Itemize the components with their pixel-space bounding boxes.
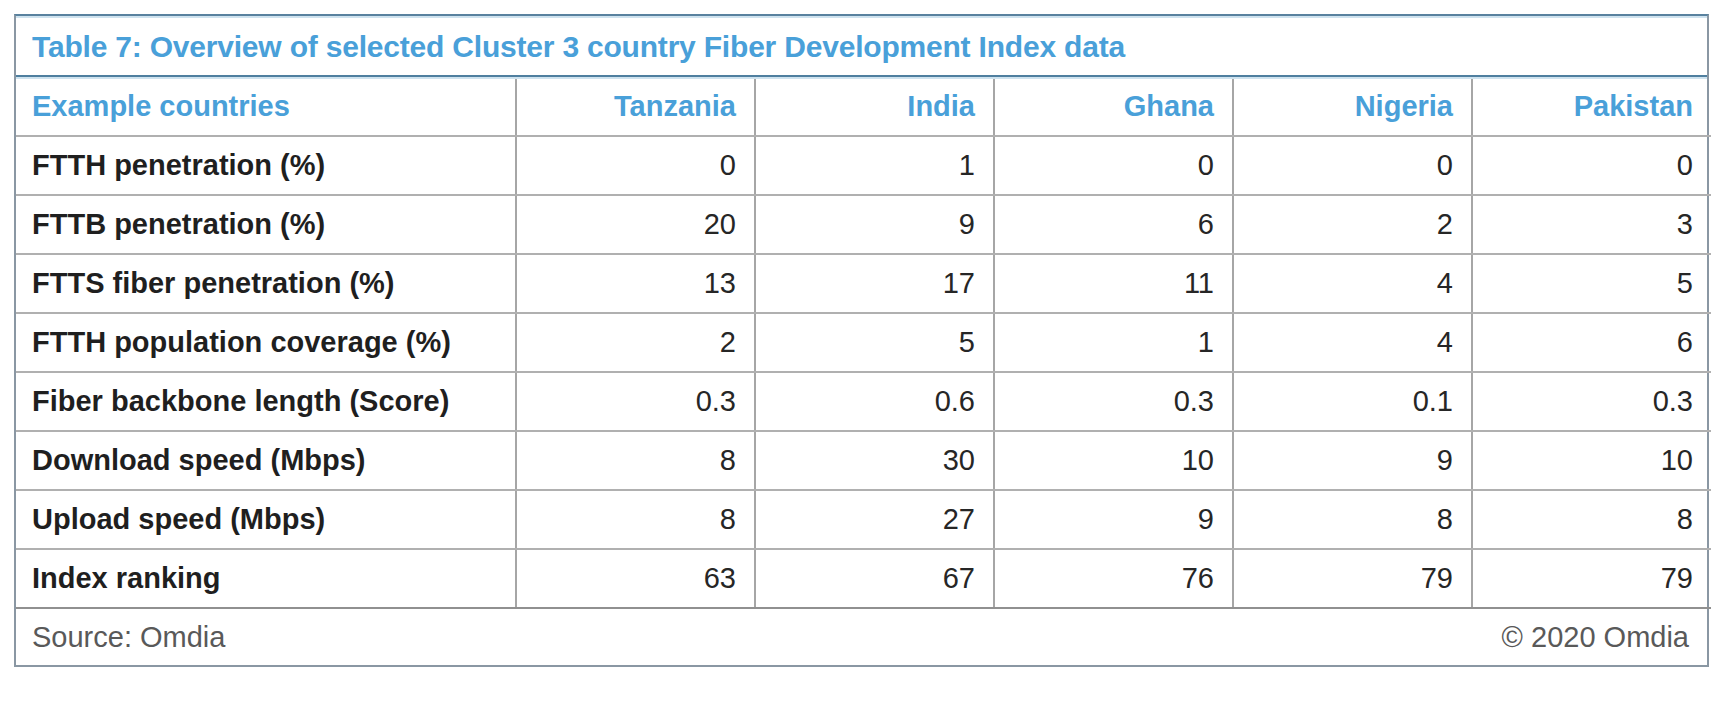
metric-value-cell: 79 xyxy=(1233,549,1472,608)
page: Table 7: Overview of selected Cluster 3 … xyxy=(0,0,1723,667)
metric-value-cell: 63 xyxy=(516,549,755,608)
metric-value-cell: 0 xyxy=(1233,136,1472,195)
metric-value-cell: 8 xyxy=(1233,490,1472,549)
metric-value-cell: 6 xyxy=(994,195,1233,254)
country-column-header: Nigeria xyxy=(1233,77,1472,136)
metric-value-cell: 5 xyxy=(1472,254,1711,313)
metric-value-cell: 0.3 xyxy=(994,372,1233,431)
fiber-index-table: Table 7: Overview of selected Cluster 3 … xyxy=(14,14,1709,667)
source-note: Source: Omdia xyxy=(32,621,225,654)
metric-label: FTTH penetration (%) xyxy=(16,136,516,195)
column-header-row: Example countriesTanzaniaIndiaGhanaNiger… xyxy=(16,77,1711,136)
metric-label: FTTS fiber penetration (%) xyxy=(16,254,516,313)
copyright-note: © 2020 Omdia xyxy=(1502,621,1689,654)
metric-label: FTTB penetration (%) xyxy=(16,195,516,254)
metric-value-cell: 8 xyxy=(1472,490,1711,549)
metric-value-cell: 13 xyxy=(516,254,755,313)
metric-value-cell: 0 xyxy=(1472,136,1711,195)
country-column-header: Pakistan xyxy=(1472,77,1711,136)
country-column-header: India xyxy=(755,77,994,136)
metric-value-cell: 0 xyxy=(516,136,755,195)
metric-value-cell: 0.6 xyxy=(755,372,994,431)
country-column-header: Tanzania xyxy=(516,77,755,136)
metric-value-cell: 0 xyxy=(994,136,1233,195)
table-row: Download speed (Mbps)83010910 xyxy=(16,431,1711,490)
metric-value-cell: 11 xyxy=(994,254,1233,313)
table-row: Fiber backbone length (Score)0.30.60.30.… xyxy=(16,372,1711,431)
metric-label: Fiber backbone length (Score) xyxy=(16,372,516,431)
metric-value-cell: 8 xyxy=(516,431,755,490)
metric-value-cell: 2 xyxy=(516,313,755,372)
table-title: Table 7: Overview of selected Cluster 3 … xyxy=(32,30,1125,64)
metric-value-cell: 30 xyxy=(755,431,994,490)
table-footer: Source: Omdia © 2020 Omdia xyxy=(16,609,1707,665)
table-row: FTTH population coverage (%)25146 xyxy=(16,313,1711,372)
metric-value-cell: 0.3 xyxy=(1472,372,1711,431)
table-body: FTTH penetration (%)01000FTTB penetratio… xyxy=(16,136,1711,608)
metric-label: FTTH population coverage (%) xyxy=(16,313,516,372)
metric-label: Index ranking xyxy=(16,549,516,608)
metric-value-cell: 0.1 xyxy=(1233,372,1472,431)
metric-value-cell: 2 xyxy=(1233,195,1472,254)
metric-value-cell: 0.3 xyxy=(516,372,755,431)
metric-value-cell: 76 xyxy=(994,549,1233,608)
metric-value-cell: 6 xyxy=(1472,313,1711,372)
metric-value-cell: 79 xyxy=(1472,549,1711,608)
metric-value-cell: 27 xyxy=(755,490,994,549)
metric-value-cell: 17 xyxy=(755,254,994,313)
metric-value-cell: 20 xyxy=(516,195,755,254)
metric-label: Download speed (Mbps) xyxy=(16,431,516,490)
metric-value-cell: 9 xyxy=(994,490,1233,549)
row-header-column-label: Example countries xyxy=(16,77,516,136)
table-row: FTTS fiber penetration (%)13171145 xyxy=(16,254,1711,313)
metric-value-cell: 10 xyxy=(994,431,1233,490)
table-title-row: Table 7: Overview of selected Cluster 3 … xyxy=(16,16,1707,77)
country-column-header: Ghana xyxy=(994,77,1233,136)
metric-value-cell: 5 xyxy=(755,313,994,372)
metric-value-cell: 1 xyxy=(755,136,994,195)
data-table: Example countriesTanzaniaIndiaGhanaNiger… xyxy=(16,77,1711,609)
metric-value-cell: 9 xyxy=(755,195,994,254)
metric-value-cell: 3 xyxy=(1472,195,1711,254)
metric-value-cell: 67 xyxy=(755,549,994,608)
table-row: FTTH penetration (%)01000 xyxy=(16,136,1711,195)
metric-value-cell: 4 xyxy=(1233,313,1472,372)
metric-value-cell: 10 xyxy=(1472,431,1711,490)
table-row: Upload speed (Mbps)827988 xyxy=(16,490,1711,549)
table-row: FTTB penetration (%)209623 xyxy=(16,195,1711,254)
metric-value-cell: 9 xyxy=(1233,431,1472,490)
metric-value-cell: 1 xyxy=(994,313,1233,372)
metric-value-cell: 8 xyxy=(516,490,755,549)
metric-label: Upload speed (Mbps) xyxy=(16,490,516,549)
table-row: Index ranking6367767979 xyxy=(16,549,1711,608)
metric-value-cell: 4 xyxy=(1233,254,1472,313)
